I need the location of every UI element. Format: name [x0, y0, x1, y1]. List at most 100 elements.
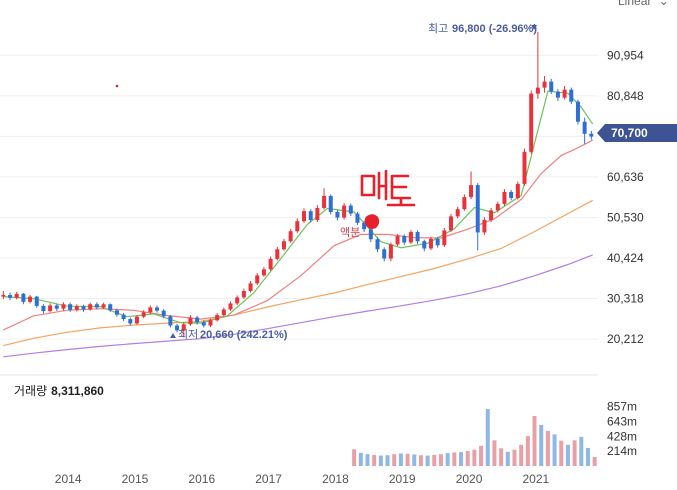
y-tick-label: 50,530 — [607, 210, 644, 224]
volume-bar — [592, 456, 597, 466]
candle-body — [21, 293, 26, 302]
candle-body — [248, 283, 253, 291]
volume-bar — [459, 452, 464, 466]
candle-body — [535, 87, 540, 94]
candle-body — [61, 304, 66, 309]
scale-toggle-button[interactable]: Linear ⌄ — [618, 0, 669, 8]
candle-body — [509, 191, 514, 198]
candle-body — [235, 297, 240, 304]
x-tick-label: 2017 — [255, 472, 282, 486]
candle-body — [81, 306, 86, 310]
y-tick-label: 60,636 — [607, 170, 644, 184]
ma-short-line — [3, 90, 594, 324]
volume-bar — [532, 415, 537, 466]
candle-body — [8, 295, 13, 298]
candle-body — [288, 231, 293, 242]
candle-body — [348, 205, 353, 214]
candle-body — [34, 296, 39, 306]
candle-body — [14, 293, 19, 298]
candle-body — [495, 203, 500, 211]
candle-body — [549, 81, 554, 92]
candle-body — [128, 319, 133, 324]
volume-bar — [572, 440, 577, 466]
candle-body — [388, 244, 393, 259]
candle-body — [1, 295, 6, 297]
candle-body — [575, 101, 580, 122]
candle-body — [48, 305, 53, 312]
candlestick-series[interactable] — [1, 31, 594, 338]
volume-bars — [352, 409, 597, 466]
candle-body — [281, 241, 286, 250]
candle-body — [582, 121, 587, 134]
candle-body — [562, 89, 567, 98]
candle-body — [515, 183, 520, 198]
candle-body — [428, 238, 433, 249]
candle-body — [449, 216, 454, 231]
volume-bar — [512, 449, 517, 466]
volume-bar — [372, 454, 377, 466]
volume-tick-label: 857m — [607, 399, 637, 413]
candle-body — [375, 239, 380, 250]
candle-body — [121, 314, 126, 320]
candle-body — [134, 316, 139, 324]
candle-body — [108, 304, 113, 311]
volume-bar — [432, 454, 437, 466]
high-annotation-value: 96,800 (-26.96%) — [452, 23, 537, 35]
volume-bar — [392, 454, 397, 466]
x-tick-label: 2014 — [55, 472, 82, 486]
y-tick-label: 20,212 — [607, 332, 644, 346]
candle-body — [355, 213, 360, 223]
volume-bar — [552, 434, 557, 466]
candle-body — [308, 211, 313, 220]
candle-body — [589, 133, 594, 137]
handwritten-sell-strokes — [360, 169, 416, 207]
volume-tick-label: 643m — [607, 414, 637, 428]
scale-toggle-label: Linear — [618, 0, 652, 8]
handwritten-sell-annotation: 매도 액분 — [340, 169, 416, 239]
y-tick-label: 40,424 — [607, 251, 644, 265]
candle-body — [28, 296, 33, 302]
candle-body — [402, 236, 407, 243]
candle-body — [342, 205, 347, 218]
volume-bar — [412, 454, 417, 466]
candle-body — [469, 185, 474, 198]
candle-body — [141, 312, 146, 317]
candle-body — [215, 315, 220, 321]
candle-body — [41, 305, 46, 312]
candle-body — [88, 304, 93, 310]
volume-bar — [445, 453, 450, 466]
split-marker-label: 액분 — [340, 226, 360, 239]
volume-bar — [585, 447, 590, 466]
candle-body — [415, 232, 420, 242]
candle-body — [462, 197, 467, 210]
candle-body — [475, 185, 480, 233]
low-arrow-icon — [170, 333, 176, 338]
chevron-down-icon: ⌄ — [658, 0, 669, 8]
candle-body — [522, 151, 527, 184]
candle-body — [542, 81, 547, 88]
volume-bar — [418, 455, 423, 466]
volume-bar — [425, 455, 430, 466]
high-annotation-label: 최고 — [428, 22, 448, 35]
candle-body — [569, 89, 574, 102]
x-tick-label: 2020 — [456, 472, 483, 486]
volume-bar — [492, 440, 497, 466]
candle-body — [368, 229, 373, 240]
volume-bar — [579, 436, 584, 466]
candle-body — [261, 269, 266, 276]
chart-gridlines — [0, 54, 598, 340]
candle-body — [362, 222, 367, 230]
candle-body — [408, 232, 413, 243]
volume-bar — [378, 455, 383, 466]
candle-body — [422, 241, 427, 249]
x-tick-label: 2018 — [322, 472, 349, 486]
volume-tick-label: 214m — [607, 444, 637, 458]
candle-body — [502, 191, 507, 204]
low-annotation-value: 20,660 (242.21%) — [200, 329, 288, 341]
candle-body — [335, 211, 340, 218]
candle-body — [188, 317, 193, 325]
volume-bar — [505, 451, 510, 466]
volume-bar — [545, 430, 550, 466]
